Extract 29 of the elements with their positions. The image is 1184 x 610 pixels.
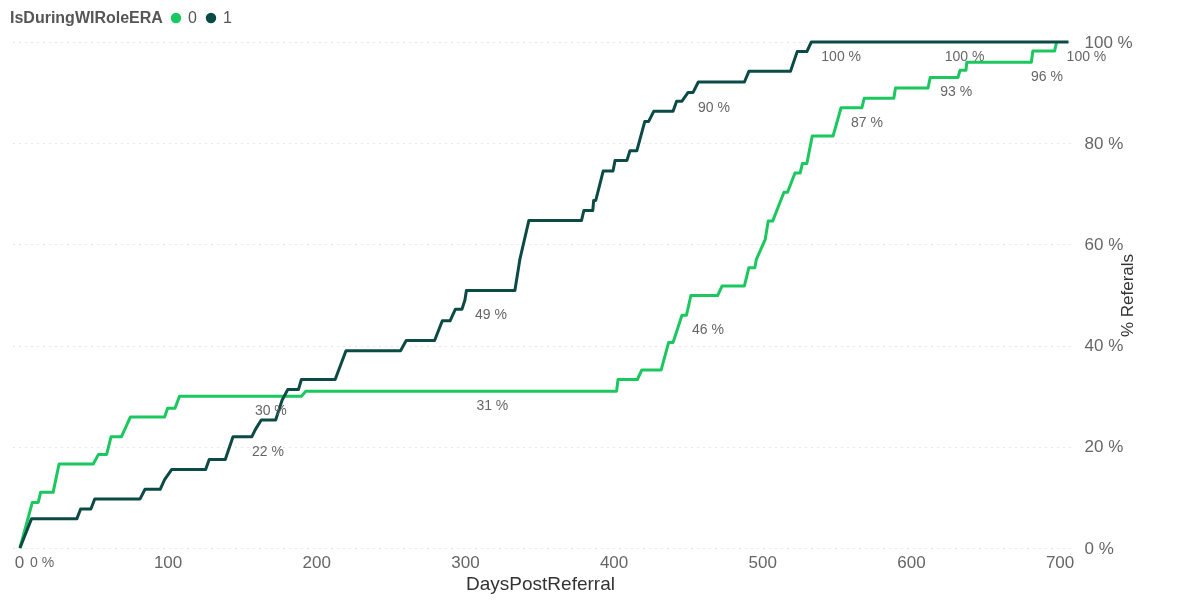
x-tick-label: 500 (748, 552, 777, 572)
y-tick-label: 80 % (1084, 133, 1124, 153)
y-axis-title: % Referals (1117, 253, 1137, 338)
x-tick-label: 400 (599, 552, 629, 572)
x-tick-label: 300 (451, 552, 480, 572)
legend-label: 1 (223, 9, 232, 26)
x-axis-title: DaysPostReferral (466, 572, 615, 594)
data-label: 100 % (944, 48, 985, 64)
data-label: 100 % (821, 48, 862, 64)
data-label: 96 % (1030, 68, 1063, 85)
x-tick-label: 600 (897, 552, 926, 572)
y-tick-label: 0 % (1084, 538, 1114, 558)
x-tick-label: 700 (1045, 552, 1075, 572)
x-tick-label: 0 (14, 552, 25, 572)
y-tick-label: 20 % (1084, 437, 1124, 457)
y-tick-label: 60 % (1084, 234, 1124, 254)
data-label: 46 % (691, 321, 724, 338)
y-tick-label: 40 % (1084, 336, 1124, 356)
data-label: 22 % (251, 442, 284, 459)
data-label: 90 % (697, 98, 730, 115)
data-label: 87 % (851, 113, 883, 130)
data-label: 93 % (940, 83, 973, 100)
data-label: 31 % (476, 397, 509, 414)
data-label: 0 % (29, 554, 55, 570)
legend-title: IsDuringWIRoleERA (10, 9, 164, 26)
x-tick-label: 200 (302, 552, 331, 572)
data-label: 49 % (474, 306, 507, 323)
legend-label: 0 (188, 9, 197, 26)
x-tick-label: 100 (153, 552, 183, 572)
